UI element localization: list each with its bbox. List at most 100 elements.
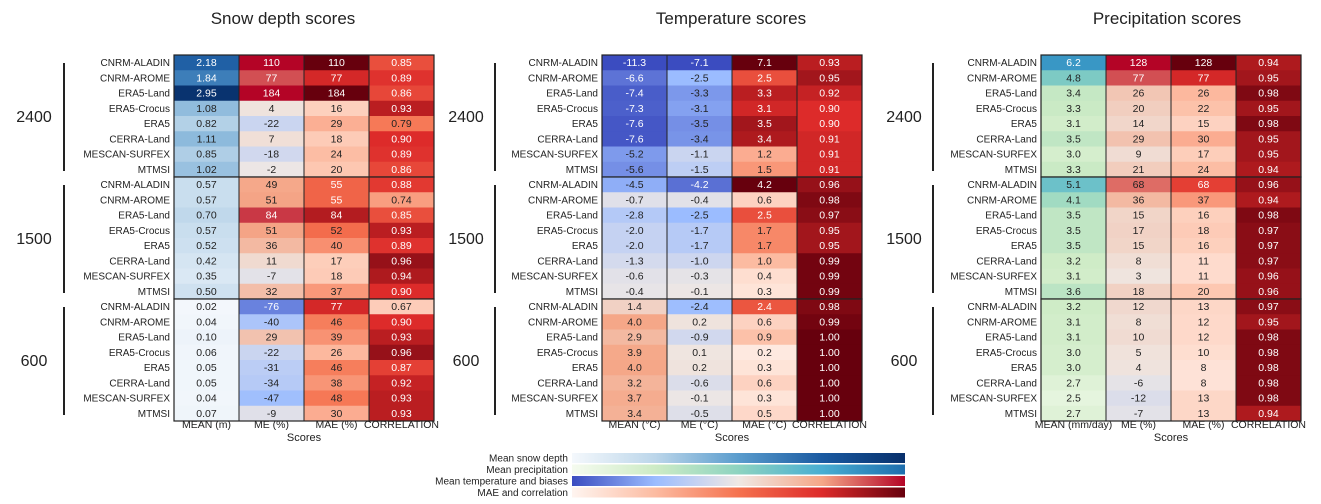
heatmap-cell [797,390,862,407]
heatmap-cell [667,299,732,315]
cell-value: 13 [1198,301,1210,313]
heatmap-cell [1106,344,1171,361]
cell-value: 10 [1133,332,1145,344]
heatmap-cell [602,100,667,117]
heatmap-cell [602,360,667,376]
heatmap-cell [797,70,862,86]
cell-value: 0.67 [391,301,412,313]
heatmap-cell [602,375,667,391]
cell-value: 0.88 [391,179,412,191]
heatmap-cell [369,192,434,208]
row-label: CERRA-Land [109,378,170,389]
cell-value: -76 [264,301,279,313]
heatmap-cell [304,405,369,422]
row-label: ERA5-Land [546,89,598,100]
heatmap-cell [369,360,434,376]
heatmap-cell [1236,390,1301,407]
heatmap-cell [1171,161,1236,178]
heatmap-cell [1106,299,1171,315]
heatmap-cell [1106,375,1171,391]
row-label: ERA5-Land [546,211,598,222]
heatmap-cell [1041,329,1106,346]
cell-value: 36 [1133,194,1145,206]
colorbar-label: Mean temperature and biases [435,477,568,488]
heatmap-cell [1106,268,1171,285]
cell-value: -47 [264,393,279,405]
heatmap-cell [174,177,239,193]
cell-value: 0.97 [1258,301,1279,313]
cell-value: 3.5 [1066,133,1081,145]
heatmap-cell [602,55,667,71]
heatmap-cell [602,146,667,163]
cell-value: 0.95 [1258,72,1279,84]
cell-value: 17 [1198,149,1210,161]
heatmap-cell [1236,405,1301,422]
cell-value: 0.02 [196,301,217,313]
heatmap-cell [1171,344,1236,361]
cell-value: 3.5 [1066,225,1081,237]
heatmap-cell [732,390,797,407]
heatmap-cell [797,100,862,117]
row-label: ERA5-Crocus [537,348,598,359]
cell-value: 4.0 [627,362,642,374]
heatmap-cell [304,375,369,391]
heatmap-cell [1236,55,1301,71]
heatmap-cell [369,70,434,86]
cell-value: -0.6 [690,377,708,389]
heatmap-cell [1106,131,1171,147]
row-label: CNRM-ALADIN [529,302,598,313]
cell-value: 30 [331,408,343,420]
heatmap-cell [1106,177,1171,193]
cell-value: 1.2 [757,149,772,161]
cell-value: 0.97 [819,210,840,222]
heatmap-cell [667,253,732,269]
cell-value: -6.6 [625,72,643,84]
heatmap-cell [174,146,239,163]
cell-value: 77 [1198,72,1210,84]
heatmap-cell [667,192,732,208]
cell-value: -3.3 [690,88,708,100]
heatmap-cell [1236,283,1301,300]
column-label: ME (%) [254,419,289,431]
row-label: MESCAN-SURFEX [83,150,170,161]
heatmap-cell [667,344,732,361]
heatmap-cell [667,161,732,178]
heatmap-cell [1236,146,1301,163]
cell-value: 0.96 [1258,286,1279,298]
row-label: MTMSI [566,409,598,420]
heatmap-cell [797,405,862,422]
cell-value: 3.3 [1066,164,1081,176]
heatmap-cell [732,70,797,86]
cell-value: 84 [331,210,343,222]
cell-value: 0.35 [196,271,217,283]
column-label: CORRELATION [1231,419,1306,431]
cell-value: 0.50 [196,286,217,298]
heatmap-cell [1236,238,1301,254]
cell-value: 0.99 [819,316,840,328]
group-label: 1500 [16,231,52,248]
cell-value: 0.2 [757,347,772,359]
heatmap-cell [732,146,797,163]
heatmap-cell [174,192,239,208]
heatmap-cell [1106,116,1171,132]
cell-value: 0.07 [196,408,217,420]
row-label: ERA5-Crocus [537,104,598,115]
heatmap-cell [1171,177,1236,193]
cell-value: -3.1 [690,103,708,115]
colorbar [572,453,905,463]
cell-value: -0.7 [625,194,643,206]
group-label: 2400 [886,109,922,126]
cell-value: -2.0 [625,240,643,252]
heatmap-cell [239,177,304,193]
heatmap-cell [1236,268,1301,285]
column-label: ME (°C) [681,419,718,431]
heatmap-cell [732,55,797,71]
cell-value: 3.0 [1066,149,1081,161]
heatmap-cell [797,192,862,208]
cell-value: 0.3 [757,286,772,298]
column-label: MAE (%) [316,419,358,431]
heatmap-cell [369,116,434,132]
heatmap-cell [1236,207,1301,224]
column-label: MEAN (m) [182,419,231,431]
cell-value: 0.6 [757,377,772,389]
